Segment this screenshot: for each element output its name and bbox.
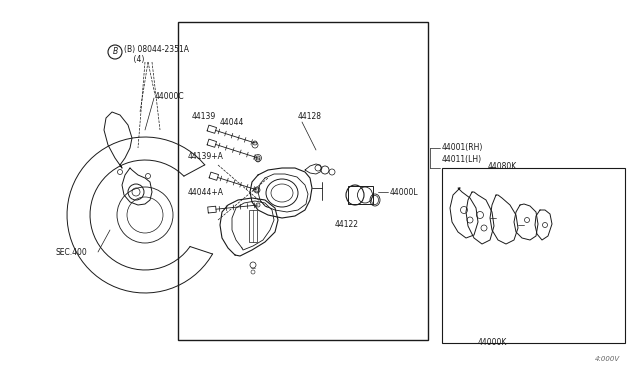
Text: SEC.400: SEC.400 bbox=[55, 248, 87, 257]
Text: (B) 08044-2351A
    (4): (B) 08044-2351A (4) bbox=[124, 45, 189, 64]
Text: 44139: 44139 bbox=[192, 112, 216, 121]
Text: 44080K: 44080K bbox=[488, 162, 517, 171]
Text: 44044: 44044 bbox=[220, 118, 244, 127]
Text: 44000K: 44000K bbox=[478, 338, 508, 347]
Text: 4:000V: 4:000V bbox=[595, 356, 620, 362]
Text: 44001(RH): 44001(RH) bbox=[442, 143, 483, 152]
Bar bbox=[249, 210, 257, 242]
Text: B: B bbox=[113, 48, 118, 57]
Bar bbox=[442, 168, 625, 343]
Text: 44122: 44122 bbox=[335, 220, 359, 229]
Text: 44011(LH): 44011(LH) bbox=[442, 155, 482, 164]
Text: 44000C: 44000C bbox=[155, 92, 184, 101]
Text: 44128: 44128 bbox=[298, 112, 322, 121]
Text: 44000L: 44000L bbox=[390, 188, 419, 197]
Bar bbox=[348, 186, 373, 204]
Text: 44044+A: 44044+A bbox=[188, 188, 224, 197]
Bar bbox=[178, 22, 428, 340]
Text: 44139+A: 44139+A bbox=[188, 152, 224, 161]
